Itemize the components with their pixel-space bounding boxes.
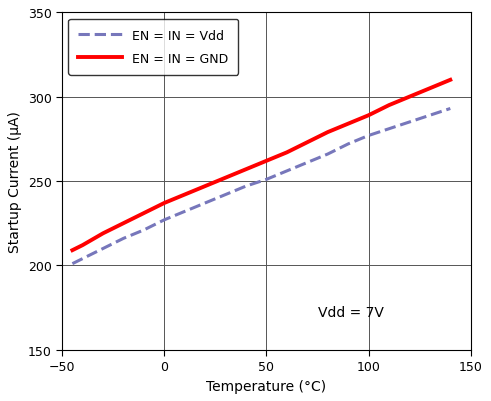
EN = IN = GND <box>345 122 351 127</box>
EN = IN = GND <box>447 78 453 83</box>
EN = IN = Vdd <box>100 247 106 251</box>
X-axis label: Temperature (°C): Temperature (°C) <box>206 379 327 393</box>
EN = IN = GND <box>366 113 372 118</box>
Y-axis label: Startup Current (μA): Startup Current (μA) <box>8 111 22 252</box>
EN = IN = GND <box>284 150 290 155</box>
EN = IN = Vdd <box>304 161 310 166</box>
EN = IN = GND <box>141 211 147 216</box>
EN = IN = GND <box>222 176 228 180</box>
EN = IN = GND <box>407 95 412 100</box>
EN = IN = GND <box>202 184 208 189</box>
EN = IN = Vdd <box>447 107 453 111</box>
EN = IN = GND <box>162 201 167 206</box>
EN = IN = Vdd <box>69 261 75 266</box>
EN = IN = GND <box>100 231 106 236</box>
EN = IN = Vdd <box>366 134 372 138</box>
EN = IN = Vdd <box>407 120 412 125</box>
EN = IN = Vdd <box>80 257 85 261</box>
EN = IN = Vdd <box>386 127 392 132</box>
EN = IN = GND <box>120 221 126 226</box>
Legend: EN = IN = Vdd, EN = IN = GND: EN = IN = Vdd, EN = IN = GND <box>68 20 239 75</box>
EN = IN = Vdd <box>141 228 147 233</box>
EN = IN = GND <box>304 140 310 145</box>
EN = IN = Vdd <box>345 142 351 147</box>
EN = IN = GND <box>386 103 392 108</box>
EN = IN = Vdd <box>284 169 290 174</box>
EN = IN = Vdd <box>120 236 126 241</box>
EN = IN = Vdd <box>264 178 270 182</box>
EN = IN = GND <box>80 243 85 248</box>
EN = IN = GND <box>427 87 433 91</box>
EN = IN = Vdd <box>202 201 208 206</box>
EN = IN = Vdd <box>222 192 228 197</box>
Line: EN = IN = GND: EN = IN = GND <box>72 81 450 251</box>
EN = IN = Vdd <box>427 113 433 118</box>
Text: Vdd = 7V: Vdd = 7V <box>318 305 383 319</box>
EN = IN = GND <box>243 167 249 172</box>
EN = IN = GND <box>182 192 188 197</box>
EN = IN = GND <box>69 248 75 253</box>
EN = IN = GND <box>264 159 270 164</box>
EN = IN = GND <box>325 130 330 135</box>
EN = IN = Vdd <box>325 152 330 157</box>
EN = IN = Vdd <box>162 218 167 223</box>
Line: EN = IN = Vdd: EN = IN = Vdd <box>72 109 450 264</box>
EN = IN = Vdd <box>182 209 188 214</box>
EN = IN = Vdd <box>243 184 249 189</box>
